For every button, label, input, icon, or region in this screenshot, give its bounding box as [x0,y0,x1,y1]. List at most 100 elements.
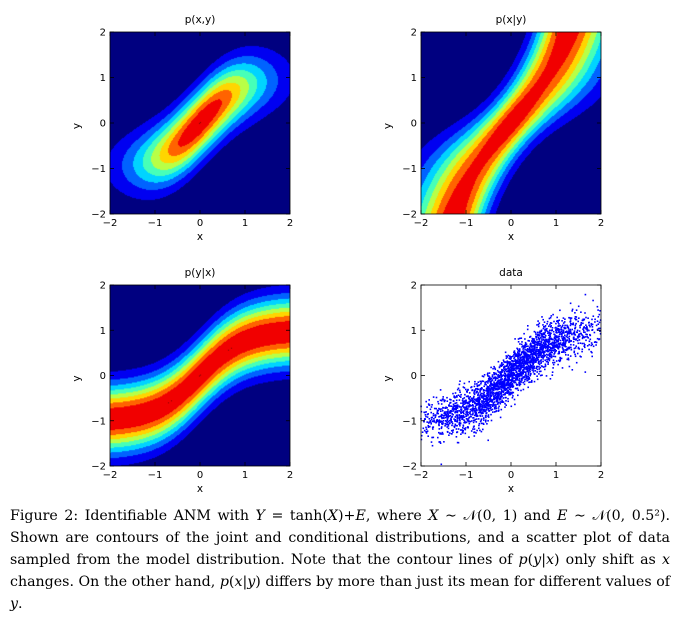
scatter-point [468,397,470,400]
scatter-point [568,339,571,341]
scatter-point [423,420,425,423]
scatter-point [562,329,564,332]
scatter-point [454,405,456,407]
scatter-point [504,389,507,392]
scatter-point [504,383,506,385]
scatter-point [597,309,599,311]
scatter-point [432,396,435,398]
scatter-point [465,411,468,413]
scatter-point [527,365,530,367]
scatter-point [536,346,538,349]
scatter-point [520,337,523,339]
scatter-point [541,349,544,352]
scatter-point [533,352,535,354]
scatter-point [489,407,492,410]
scatter-point [503,387,506,390]
scatter-point [501,400,504,403]
scatter-point [487,420,489,422]
scatter-point [505,368,508,370]
scatter-point [520,343,523,346]
scatter-point [570,317,573,319]
scatter-point [563,350,565,353]
scatter-point [553,353,555,355]
scatter-point [491,390,494,392]
scatter-point [554,352,556,354]
scatter-point [597,327,600,330]
scatter-point [447,423,450,426]
scatter-point [574,355,577,358]
scatter-point [525,373,527,375]
scatter-point [486,385,489,388]
scatter-point [559,359,562,362]
scatter-point [461,411,463,414]
scatter-point [500,379,502,381]
scatter-point [562,341,564,344]
scatter-point [550,356,553,359]
scatter-point [498,366,501,369]
scatter-point [517,374,519,377]
scatter-point [539,347,542,350]
scatter-point [493,372,495,374]
scatter-point [558,337,560,340]
scatter-point [548,339,551,341]
scatter-point [425,415,427,418]
scatter-point [541,347,543,350]
scatter-point [456,404,459,406]
scatter-point [450,405,453,407]
scatter-point [499,382,501,384]
scatter-point [599,310,601,312]
scatter-point [558,319,560,322]
scatter-point [522,366,525,368]
scatter-point [520,353,523,356]
scatter-point [546,323,548,325]
scatter-point [526,354,529,357]
scatter-point [474,418,476,421]
scatter-point [492,388,494,390]
scatter-point [567,357,570,360]
scatter-point [438,428,441,430]
scatter-point [482,402,485,405]
scatter-point [558,331,561,333]
scatter-point [519,371,522,374]
scatter-point [428,399,430,401]
scatter-point [503,380,505,383]
scatter-point [525,349,528,351]
scatter-point [504,382,506,384]
scatter-point [544,368,546,371]
x-tick-label: −2 [414,470,429,481]
scatter-point [440,427,443,430]
scatter-point [534,358,537,361]
scatter-point [462,386,465,388]
scatter-point [510,392,512,394]
scatter-point [420,438,423,441]
scatter-point [509,383,511,385]
scatter-point [495,410,497,413]
scatter-point [497,402,499,404]
scatter-point [564,318,566,320]
scatter-point [452,409,455,411]
scatter-point [443,414,446,417]
scatter-point [482,380,485,383]
scatter-point [544,326,546,328]
scatter-point [490,409,492,411]
scatter-point [521,341,523,343]
scatter-point [464,401,466,404]
scatter-point [500,365,503,367]
scatter-point [500,375,502,378]
scatter-point [506,384,509,386]
scatter-point [467,389,469,391]
scatter-point [494,397,497,400]
scatter-point [496,380,499,383]
scatter-point [481,380,483,382]
scatter-point [483,408,485,411]
scatter-point [429,425,431,428]
scatter-point [550,351,553,354]
scatter-point [599,319,602,321]
scatter-point [562,331,565,334]
scatter-point [448,404,450,406]
scatter-point [491,408,494,411]
scatter-point [563,337,565,339]
scatter-point [561,332,564,334]
scatter-point [538,342,540,344]
scatter-point [462,403,464,406]
